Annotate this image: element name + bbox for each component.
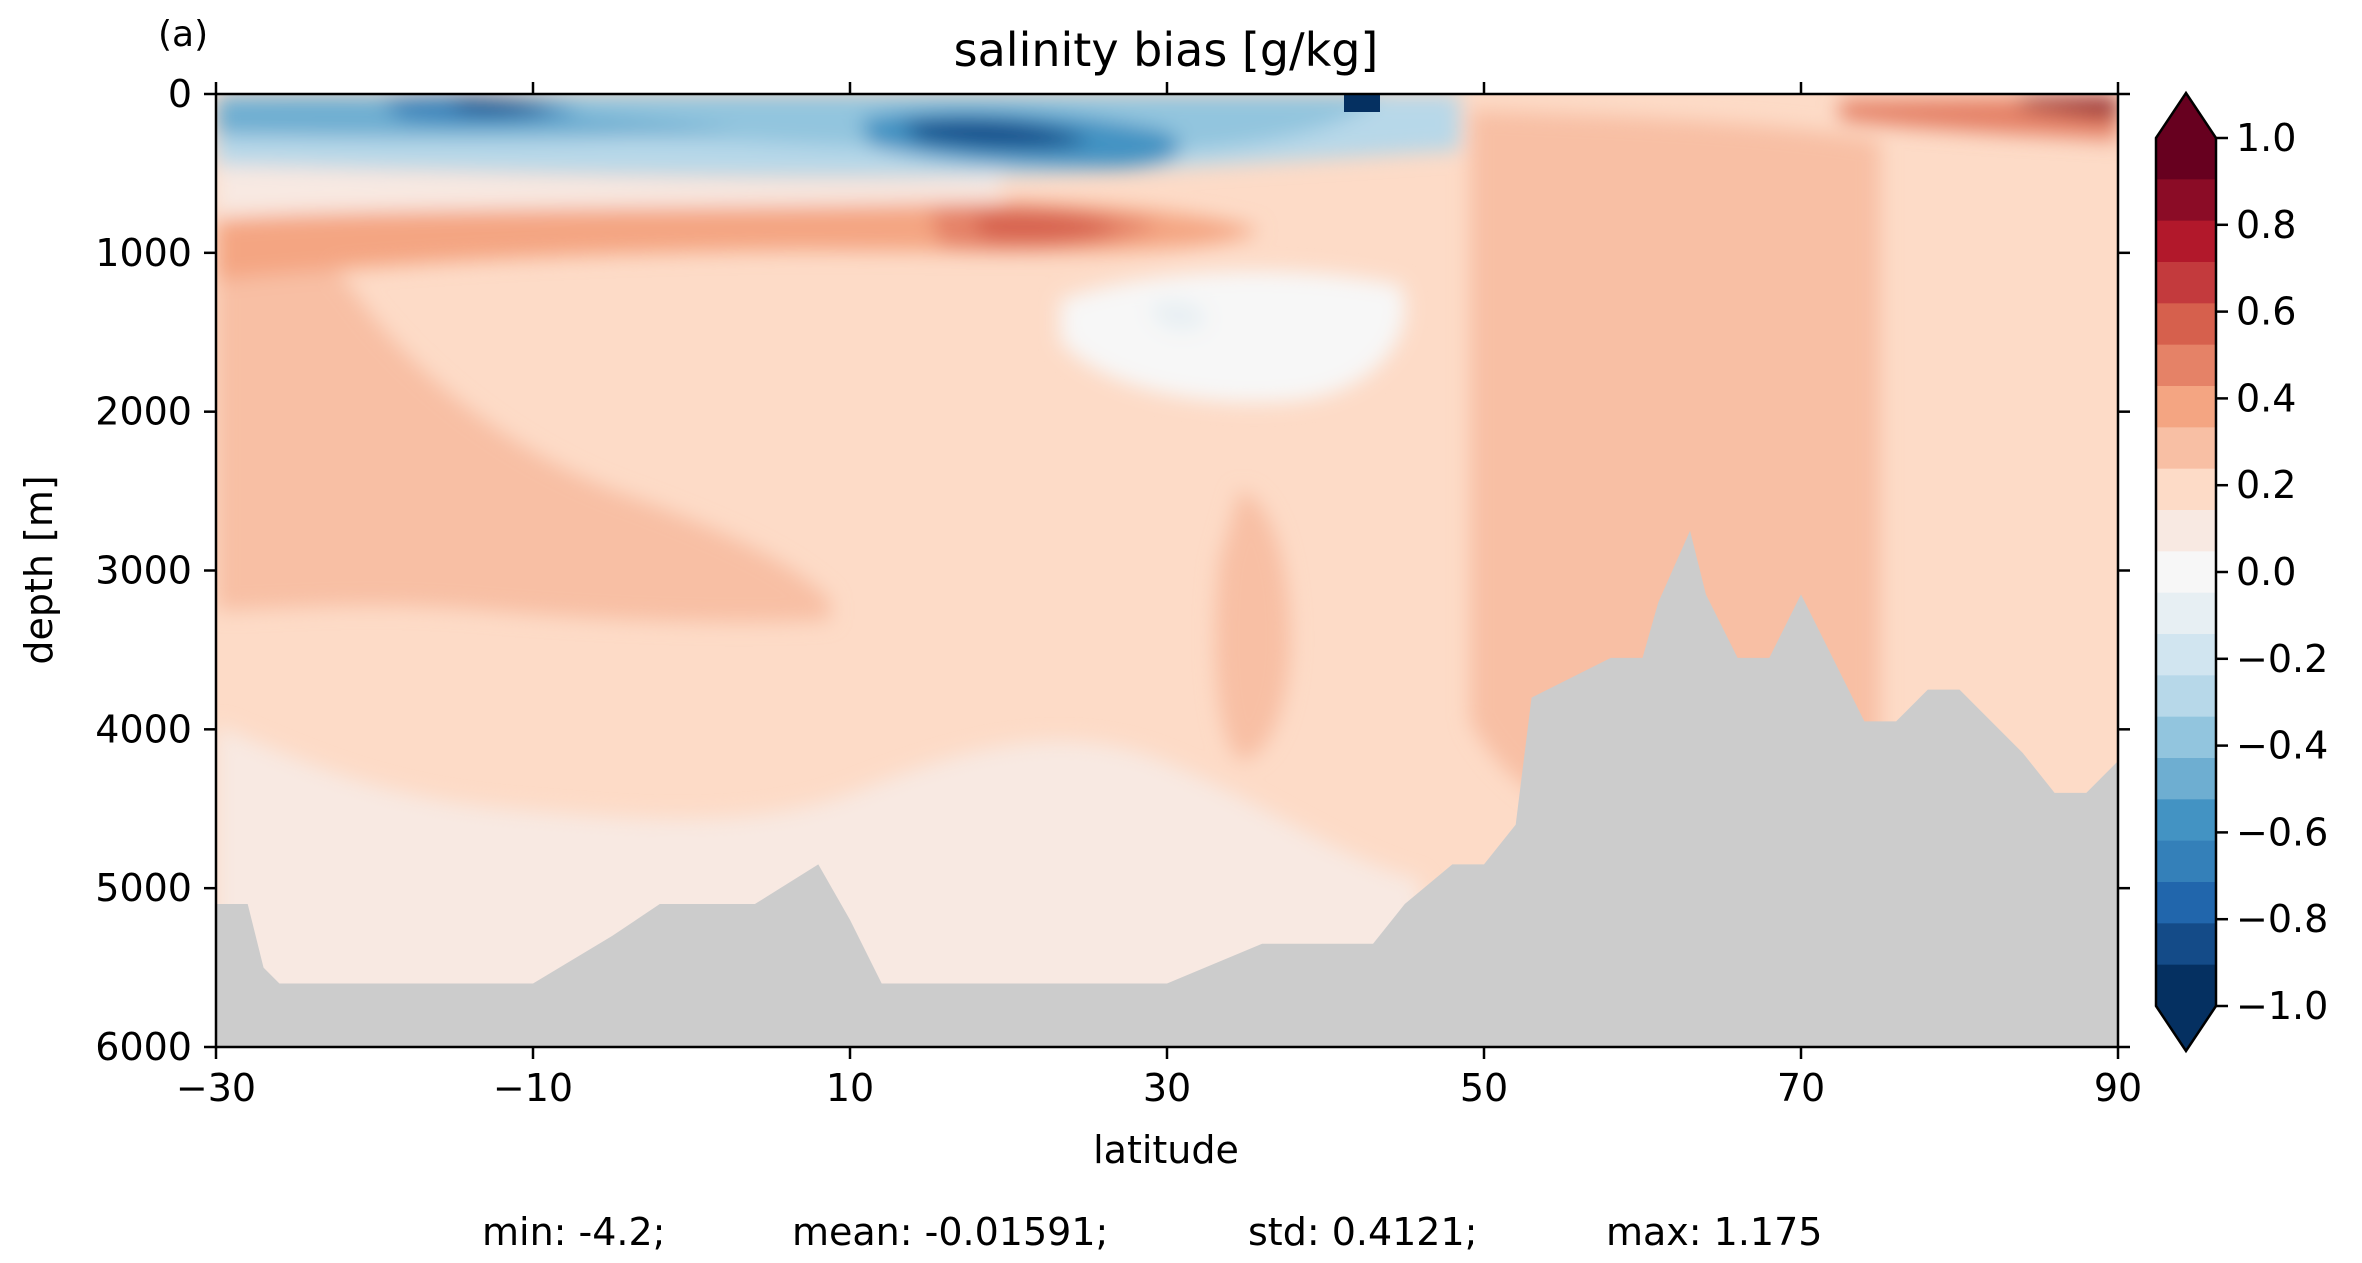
colorbar-segment [2156,675,2216,718]
blob-mid-neutral [1060,270,1406,403]
colorbar-tick-label: −1.0 [2236,984,2328,1028]
colorbar-tick-label: 0.0 [2236,550,2296,594]
colorbar-segment [2156,716,2216,759]
colorbar-tick-label: −0.6 [2236,810,2328,854]
panel-label: (a) [158,14,208,55]
stats-line: min: -4.2; mean: -0.01591; std: 0.4121; … [482,1210,1822,1254]
x-tick-label: −10 [493,1066,573,1110]
colorbar-segment [2156,179,2216,222]
colorbar-tick-label: 0.2 [2236,463,2296,507]
x-tick-label: 30 [1143,1066,1191,1110]
y-tick-label: 4000 [95,707,192,751]
colorbar-segment [2156,551,2216,594]
colorbar-tick-label: −0.4 [2236,724,2328,768]
blob-left-warm [216,219,830,622]
colorbar-segment [2156,592,2216,635]
colorbar-segment [2156,923,2216,966]
stat-min: min: -4.2; [482,1210,666,1254]
y-tick-label: 6000 [95,1025,192,1069]
colorbar-segment [2156,510,2216,552]
x-tick-label: 10 [826,1066,874,1110]
stat-max: max: 1.175 [1606,1210,1822,1254]
y-tick-label: 5000 [95,866,192,910]
y-tick-label: 3000 [95,549,192,593]
colorbar-segment [2156,634,2216,676]
colorbar-segment [2156,344,2216,387]
colorbar-segment [2156,386,2216,428]
colorbar-tick-label: 0.4 [2236,376,2296,420]
blob-lens-2-core [900,120,1090,149]
colorbar-tick-label: −0.8 [2236,897,2328,941]
colorbar-extend-min [2156,1006,2216,1051]
blob-mid-warm [1215,490,1290,760]
stat-std: std: 0.4121; [1248,1210,1477,1254]
x-tick-label: 50 [1460,1066,1508,1110]
x-axis-label: latitude [1093,1128,1239,1172]
chart-title: salinity bias [g/kg] [954,23,1379,77]
blob-lens-1-core [450,98,555,114]
colorbar-segment [2156,262,2216,304]
colorbar: 1.0 0.8 0.6 0.4 0.2 0.0 −0.2 −0.4 −0.6 −0.8 −1.0 [2154,90,2328,1054]
colorbar-segment [2156,220,2216,263]
colorbar-segment [2156,138,2216,180]
bottom-topography [216,530,2118,1047]
x-tick-label: 90 [2094,1066,2142,1110]
y-axis: 0 1000 2000 3000 4000 5000 6000 [95,72,2130,1069]
x-tick-label: −30 [176,1066,256,1110]
y-axis-label: depth [m] [17,475,61,664]
colorbar-segment [2156,427,2216,470]
colorbar-tick-label: 0.8 [2236,203,2296,247]
blob-surface-warm-core [2020,98,2118,118]
colorbar-segment [2156,964,2216,1007]
y-tick-label: 2000 [95,390,192,434]
blob-warm-core-inner [975,213,1120,240]
y-tick-label: 1000 [95,231,192,275]
colorbar-segment [2156,840,2216,883]
colorbar-segment [2156,799,2216,842]
blob-upper-left-warmneutral [216,165,1000,215]
x-tick-label: 70 [1777,1066,1825,1110]
blob-mid-cool-spot [1150,301,1206,330]
colorbar-segment [2156,303,2216,346]
colorbar-segment [2156,882,2216,924]
surface-cool-spike [1344,94,1380,112]
colorbar-extend-max [2156,93,2216,138]
colorbar-tick-label: 0.6 [2236,290,2296,334]
colorbar-segment [2156,468,2216,511]
heatmap-field [216,94,2118,1047]
stat-mean: mean: -0.01591; [792,1210,1108,1254]
colorbar-tick-label: −0.2 [2236,637,2328,681]
colorbar-tick-label: 1.0 [2236,116,2296,160]
y-tick-label: 0 [168,72,192,116]
x-axis: −30 −10 10 30 50 70 90 [176,82,2142,1110]
colorbar-segment [2156,758,2216,800]
